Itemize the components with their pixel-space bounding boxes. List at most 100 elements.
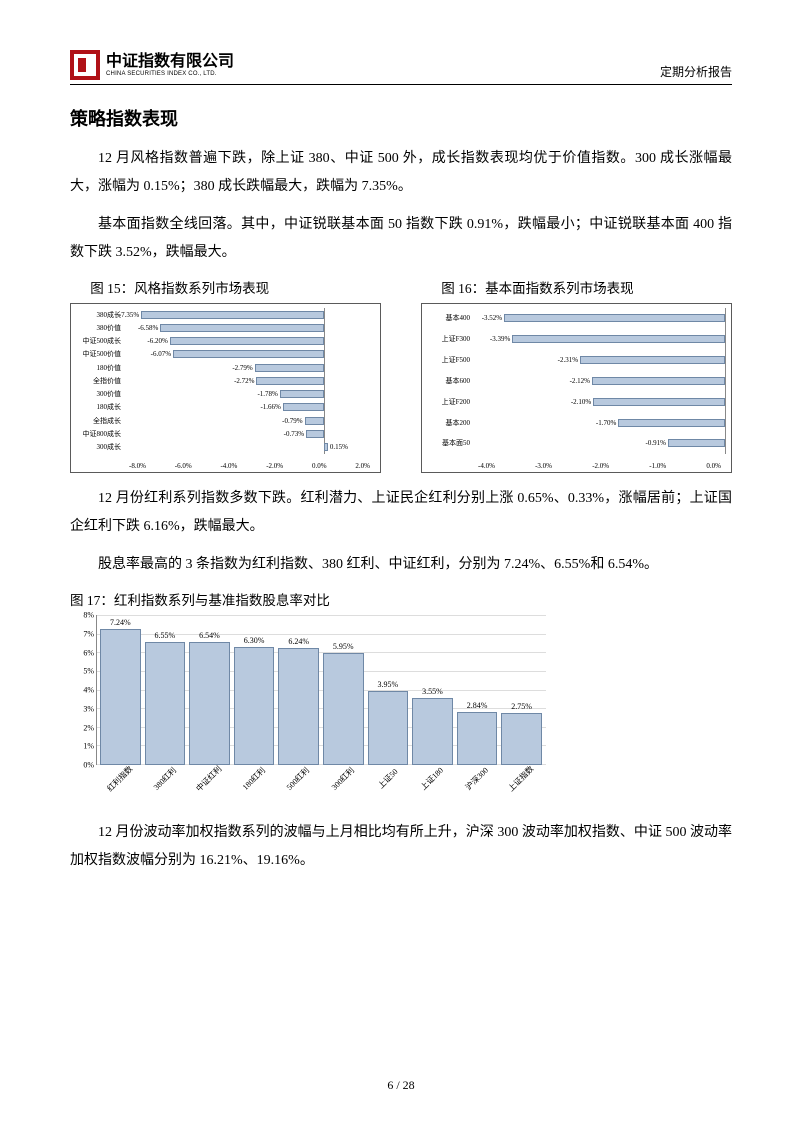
xaxis-tick: -1.0%: [649, 462, 666, 470]
vbar-value: 2.75%: [511, 702, 532, 711]
page-number: 6 / 28: [0, 1078, 802, 1093]
hbar-row: 180价值-2.79%: [125, 361, 374, 374]
xaxis-tick: -6.0%: [175, 462, 192, 470]
hbar-label: 上证F200: [422, 397, 472, 407]
vbar-value: 2.84%: [467, 701, 488, 710]
hbar-value: -7.35%: [119, 311, 139, 319]
section-title: 策略指数表现: [70, 105, 732, 131]
xaxis-tick: 2.0%: [355, 462, 370, 470]
vbar-value: 6.30%: [244, 636, 265, 645]
hbar-value: -1.78%: [257, 390, 277, 398]
xaxis-tick: -4.0%: [478, 462, 495, 470]
fig16-title: 图 16：基本面指数系列市场表现: [421, 277, 732, 297]
hbar-label: 全指成长: [71, 416, 123, 426]
fig15-title: 图 15：风格指数系列市场表现: [70, 277, 381, 297]
doc-type: 定期分析报告: [660, 63, 732, 80]
hbar-bar: [592, 377, 725, 385]
hbar-label: 上证F500: [422, 355, 472, 365]
hbar-label: 基本400: [422, 313, 472, 323]
hbar-bar: [283, 403, 324, 411]
xaxis-tick: 0.0%: [706, 462, 721, 470]
hbar-value: -0.91%: [645, 439, 665, 447]
hbar-value: -0.79%: [282, 417, 302, 425]
hbar-value: -6.58%: [138, 324, 158, 332]
hbar-label: 180价值: [71, 363, 123, 373]
vbar: 6.30%: [234, 647, 275, 765]
hbar-value: -6.20%: [147, 337, 167, 345]
hbar-row: 上证F300-3.39%: [474, 329, 725, 350]
vbar: 6.54%: [189, 642, 230, 765]
hbar-value: -3.52%: [482, 314, 502, 322]
logo: 中证指数有限公司 CHINA SECURITIES INDEX CO., LTD…: [70, 50, 234, 80]
company-name-en: CHINA SECURITIES INDEX CO., LTD.: [106, 71, 234, 77]
yaxis-tick: 1%: [70, 742, 94, 751]
hbar-bar: [504, 314, 725, 322]
vbar-value: 5.95%: [333, 642, 354, 651]
hbar-value: -2.72%: [234, 377, 254, 385]
hbar-bar: [141, 311, 324, 319]
yaxis-tick: 5%: [70, 667, 94, 676]
xaxis-tick: 0.0%: [312, 462, 327, 470]
hbar-value: 0.15%: [330, 443, 348, 451]
yaxis-tick: 7%: [70, 629, 94, 638]
figure-row-15-16: 图 15：风格指数系列市场表现 380成长-7.35%380价值-6.58%中证…: [70, 277, 732, 473]
hbar-row: 基本200-1.70%: [474, 412, 725, 433]
paragraph-5: 12 月份波动率加权指数系列的波幅与上月相比均有所上升，沪深 300 波动率加权…: [70, 819, 732, 875]
hbar-value: -1.66%: [260, 403, 280, 411]
hbar-row: 300价值-1.78%: [125, 388, 374, 401]
company-name-cn: 中证指数有限公司: [106, 53, 234, 71]
vbar-value: 6.55%: [155, 631, 176, 640]
hbar-row: 上证F500-2.31%: [474, 350, 725, 371]
yaxis-tick: 8%: [70, 611, 94, 620]
vbar: 2.84%: [457, 712, 498, 765]
vbar: 3.95%: [368, 691, 409, 765]
hbar-label: 基本200: [422, 418, 472, 428]
page-header: 中证指数有限公司 CHINA SECURITIES INDEX CO., LTD…: [70, 50, 732, 85]
vbar-value: 6.24%: [288, 637, 309, 646]
xaxis-tick: -4.0%: [220, 462, 237, 470]
figure-15: 图 15：风格指数系列市场表现 380成长-7.35%380价值-6.58%中证…: [70, 277, 381, 473]
vbar-value: 3.55%: [422, 687, 443, 696]
vbar: 3.55%: [412, 698, 453, 765]
hbar-bar: [160, 324, 324, 332]
paragraph-1: 12 月风格指数普遍下跌，除上证 380、中证 500 外，成长指数表现均优于价…: [70, 145, 732, 201]
hbar-label: 基本600: [422, 376, 472, 386]
hbar-label: 300成长: [71, 442, 123, 452]
fig15-chart: 380成长-7.35%380价值-6.58%中证500成长-6.20%中证500…: [70, 303, 381, 473]
xaxis-label: 上证指数: [503, 761, 560, 818]
hbar-row: 380价值-6.58%: [125, 321, 374, 334]
hbar-bar: [593, 398, 725, 406]
vbar: 5.95%: [323, 653, 364, 765]
figure-16: 图 16：基本面指数系列市场表现 基本400-3.52%上证F300-3.39%…: [421, 277, 732, 473]
hbar-value: -3.39%: [490, 335, 510, 343]
vbar: 6.55%: [145, 642, 186, 765]
xaxis-tick: -2.0%: [266, 462, 283, 470]
hbar-label: 上证F300: [422, 334, 472, 344]
fig17-title: 图 17：红利指数系列与基准指数股息率对比: [70, 589, 732, 609]
hbar-bar: [618, 419, 725, 427]
logo-icon: [70, 50, 100, 80]
hbar-row: 全指价值-2.72%: [125, 374, 374, 387]
vbar-value: 3.95%: [378, 680, 399, 689]
hbar-row: 基本600-2.12%: [474, 371, 725, 392]
hbar-label: 300价值: [71, 389, 123, 399]
hbar-row: 中证500价值-6.07%: [125, 348, 374, 361]
hbar-row: 基本面50-0.91%: [474, 433, 725, 454]
hbar-bar: [255, 364, 324, 372]
hbar-bar: [256, 377, 324, 385]
hbar-label: 380成长: [71, 310, 123, 320]
hbar-label: 180成长: [71, 402, 123, 412]
hbar-row: 基本400-3.52%: [474, 308, 725, 329]
hbar-row: 300成长0.15%: [125, 441, 374, 454]
hbar-bar: [580, 356, 725, 364]
hbar-row: 380成长-7.35%: [125, 308, 374, 321]
fig17-chart: 0%1%2%3%4%5%6%7%8%7.24%6.55%6.54%6.30%6.…: [70, 615, 550, 805]
hbar-bar: [668, 439, 725, 447]
hbar-value: -6.07%: [151, 350, 171, 358]
paragraph-2: 基本面指数全线回落。其中，中证锐联基本面 50 指数下跌 0.91%，跌幅最小；…: [70, 211, 732, 267]
vbar-value: 7.24%: [110, 618, 131, 627]
hbar-value: -1.70%: [596, 419, 616, 427]
hbar-value: -2.31%: [558, 356, 578, 364]
hbar-bar: [280, 390, 324, 398]
hbar-row: 上证F200-2.10%: [474, 391, 725, 412]
